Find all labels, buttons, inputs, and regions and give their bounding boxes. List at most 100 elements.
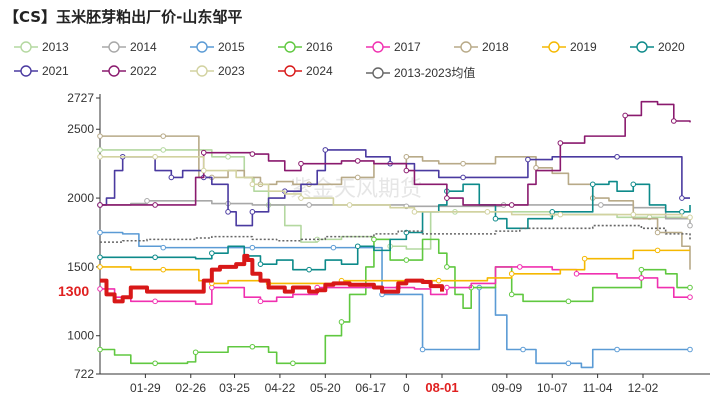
series-2019 [97,247,690,287]
series-line-2015 [100,231,690,369]
legend-swatch-icon [14,41,38,53]
legend-item-2017[interactable]: 2017 [366,40,421,54]
point-2016 [565,298,572,305]
x-tick-label: 10-07 [537,381,568,395]
legend-swatch-icon [278,41,302,53]
point-2023 [346,202,353,208]
y-tick-label: 2500 [67,122,94,136]
legend-item-2014[interactable]: 2014 [102,40,157,54]
point-2019 [581,255,588,262]
point-2017 [687,294,693,300]
point-2020 [306,266,312,273]
point-2015 [249,244,256,251]
point-2016 [192,349,199,356]
legend-swatch-icon [366,66,390,79]
point-2020 [209,250,215,256]
x-tick-label: 12-02 [628,381,659,395]
axes: 722 1000 1500 2000 2500 2727 01-29 02-26 03-25 04… [67,91,710,395]
point-2021 [460,174,466,181]
point-2020 [549,209,556,215]
latest-value-label: 1300 [58,283,89,299]
point-2015 [160,244,167,251]
point-2013 [225,153,231,160]
legend-swatch-icon [542,41,566,53]
legend-label: 2017 [394,40,421,54]
legend-item-2013[interactable]: 2013 [14,40,69,54]
x-tick-label: 05-20 [310,381,341,395]
point-2016 [290,360,296,367]
point-2020 [492,215,499,222]
legend-item-2022[interactable]: 2022 [102,64,157,78]
legend-item-2016[interactable]: 2016 [278,40,333,54]
point-2021 [614,153,620,160]
point-2020 [97,254,103,261]
legend-item-2021[interactable]: 2021 [14,64,69,78]
point-2017 [638,275,645,281]
point-2015 [419,346,426,353]
series-2023 [97,153,693,221]
callout: 1300 [58,283,89,299]
point-2021 [322,147,329,153]
point-2015 [614,346,620,353]
point-2023 [557,211,564,218]
point-2019 [508,270,515,277]
point-2015 [330,244,337,251]
point-2016 [97,346,103,353]
point-2023 [298,195,304,201]
point-2018 [97,133,103,139]
legend-item-2024[interactable]: 2024 [278,64,333,78]
point-2018 [160,133,167,139]
point-2019 [435,277,442,284]
x-tick-label: 11-04 [583,381,613,395]
legend-item-2019[interactable]: 2019 [542,40,597,54]
legend-swatch-icon [630,41,654,53]
point-2014 [144,198,150,204]
legend-label: 2013 [42,40,69,54]
series-line-2018 [100,135,691,270]
point-2022 [670,118,677,124]
point-2018 [403,153,410,160]
legend-label: 2023 [218,64,245,78]
chart-title: 【CS】玉米胚芽粕出厂价-山东邹平 [4,8,243,26]
x-tick-label: 01-29 [130,381,161,395]
legend-item-2020[interactable]: 2020 [630,40,685,54]
point-2023 [484,209,491,215]
point-2023 [249,181,256,188]
point-2023 [97,153,103,160]
point-2016 [508,291,515,298]
point-2017 [97,286,103,292]
point-2020 [257,261,264,267]
legend-label: 2013-2023均值 [394,66,476,80]
legend-item-2013-2023均值[interactable]: 2013-2023均值 [366,64,475,81]
series-line-2021 [100,149,690,227]
x-tick-label: 0 [403,381,410,395]
point-2015 [687,346,693,353]
point-2018 [460,160,466,167]
point-2016 [371,236,377,243]
point-2021 [225,209,231,215]
point-2019 [654,247,661,254]
legend-item-2018[interactable]: 2018 [454,40,509,54]
point-2016 [403,257,410,263]
point-2022 [444,195,450,201]
point-2016 [338,319,345,325]
point-2017 [257,298,264,305]
x-tick-label: 04-22 [265,381,296,395]
legend-swatch-icon [190,65,214,77]
legend-swatch-icon [102,41,126,53]
legend-item-2015[interactable]: 2015 [190,40,245,54]
point-2023 [411,209,418,215]
point-2016 [152,360,158,367]
point-2016 [249,343,256,350]
point-2021 [525,156,531,163]
point-2015 [97,229,103,236]
point-2017 [517,264,523,270]
point-2021 [679,195,685,201]
legend-item-2023[interactable]: 2023 [190,64,245,78]
y-tick-label: 1000 [67,329,94,343]
point-2023 [687,214,693,221]
y-tick-label: 2000 [67,191,94,205]
legend-swatch-icon [102,65,126,77]
legend-label: 2014 [130,40,157,54]
point-2022 [622,112,628,119]
